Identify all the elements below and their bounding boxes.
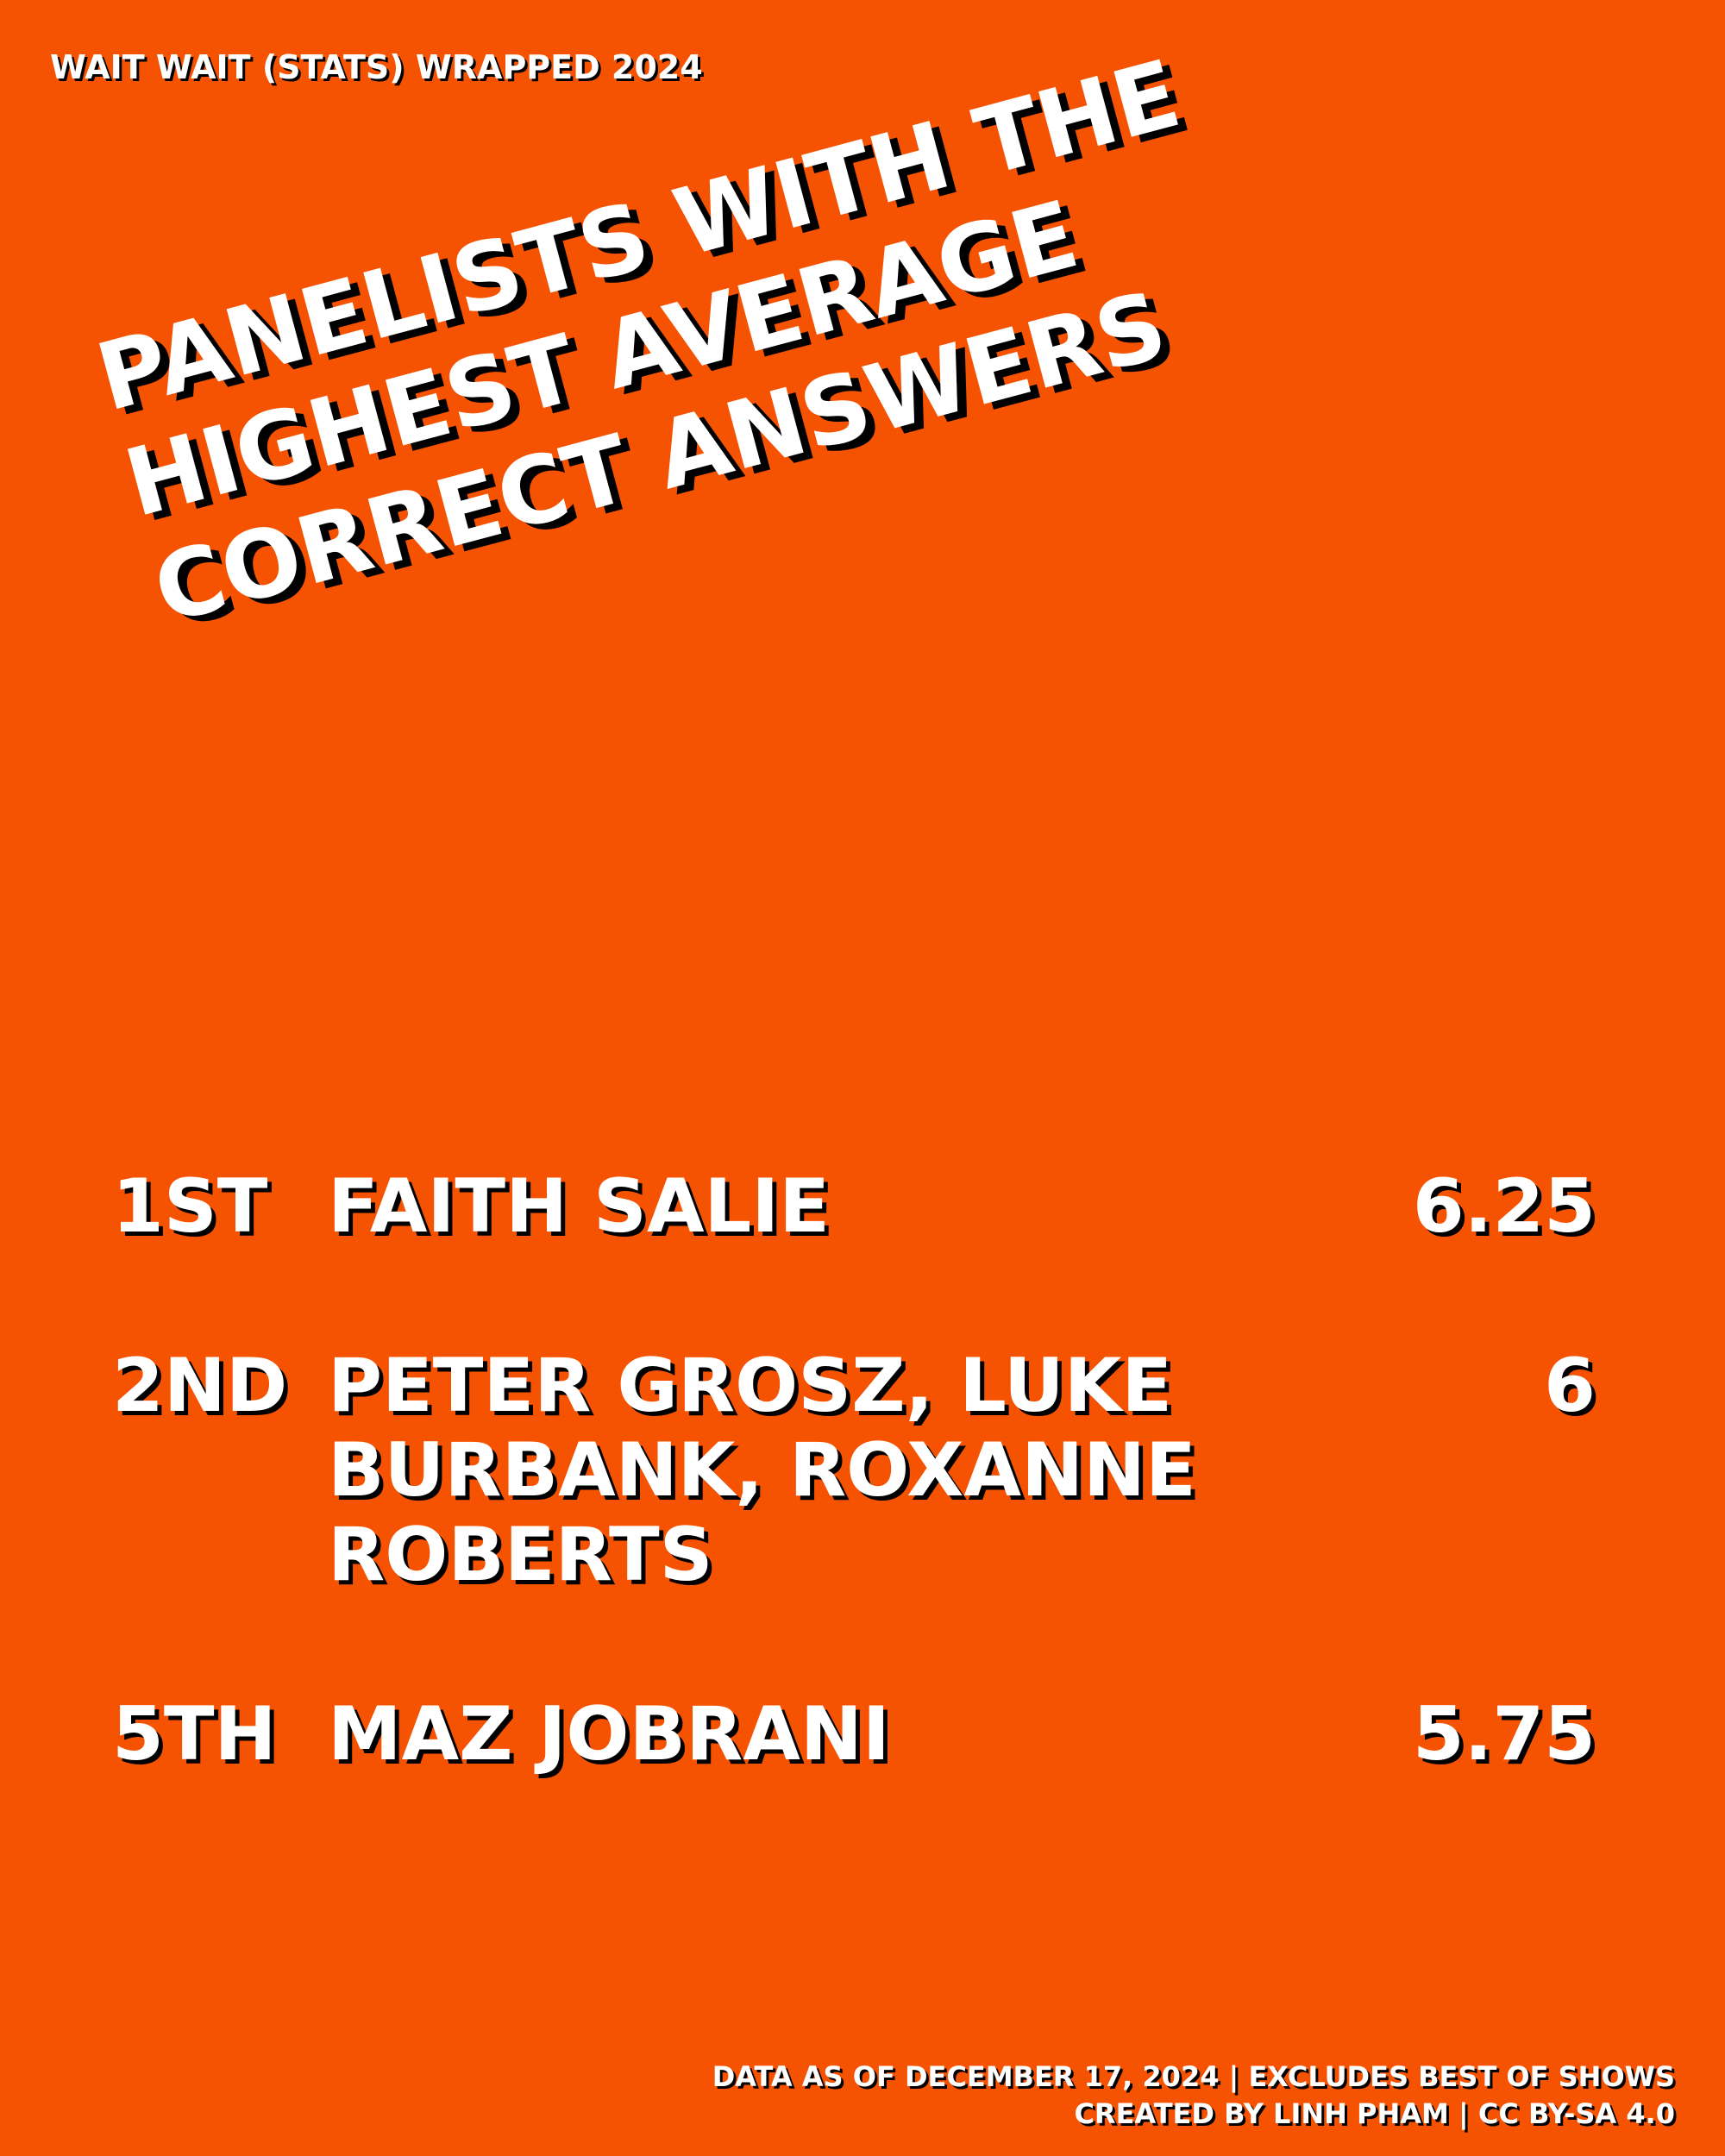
panelist-name: PETER GROSZ, LUKE BURBANK, ROXANNE ROBER… <box>328 1343 1196 1599</box>
rankings-list: 1ST FAITH SALIE 6.25 2ND PETER GROSZ, LU… <box>112 1164 1596 1777</box>
ranking-row-1: 1ST FAITH SALIE 6.25 <box>112 1164 1596 1249</box>
rank-position: 1ST <box>112 1163 268 1250</box>
panelist-name: FAITH SALIE <box>328 1163 831 1250</box>
average-value: 5.75 <box>1412 1691 1596 1778</box>
average-value: 6 <box>1544 1343 1596 1430</box>
ranking-row-2: 2ND PETER GROSZ, LUKE BURBANK, ROXANNE R… <box>112 1344 1596 1597</box>
footer: DATA AS OF DECEMBER 17, 2024 | EXCLUDES … <box>712 2059 1675 2134</box>
footer-credit: CREATED BY LINH PHAM | CC BY-SA 4.0 <box>1074 2097 1675 2131</box>
ranking-row-3: 5TH MAZ JOBRANI 5.75 <box>112 1692 1596 1777</box>
rank-position: 5TH <box>112 1691 277 1778</box>
rank-position: 2ND <box>112 1343 288 1430</box>
header-label: WAIT WAIT (STATS) WRAPPED 2024 <box>50 48 703 86</box>
footer-data-note: DATA AS OF DECEMBER 17, 2024 | EXCLUDES … <box>712 2059 1675 2093</box>
average-value: 6.25 <box>1412 1163 1596 1250</box>
panelist-name: MAZ JOBRANI <box>328 1691 890 1778</box>
headline: PANELISTS WITH THE HIGHEST AVERAGE CORRE… <box>86 0 1504 646</box>
